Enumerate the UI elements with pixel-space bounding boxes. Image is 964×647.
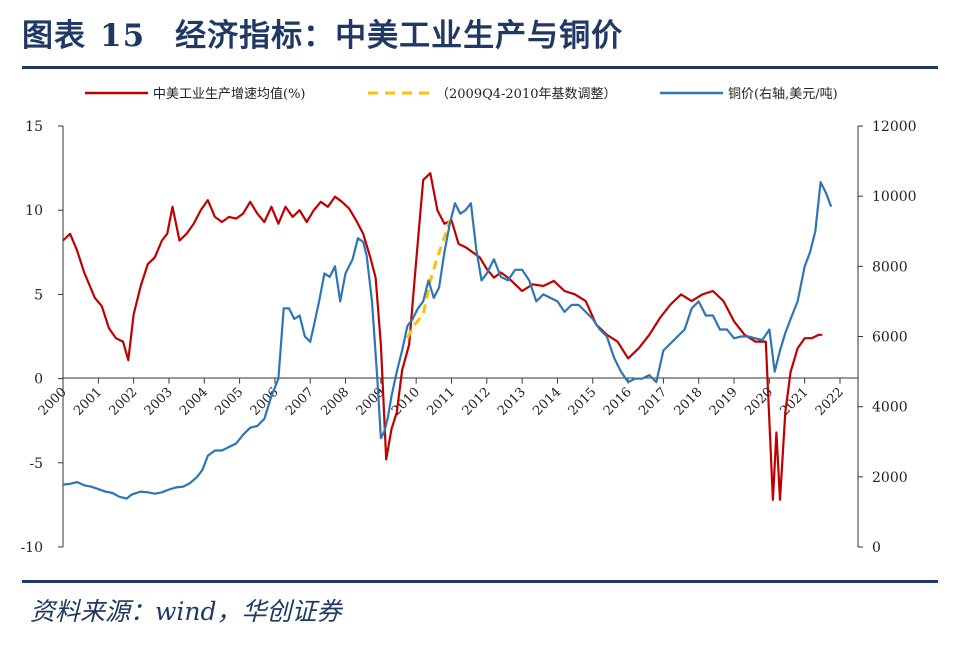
x-tick-label: 2002 <box>106 385 140 419</box>
right-tick-label: 6000 <box>872 330 908 346</box>
legend-label-copper: 铜价(右轴,美元/吨) <box>728 87 838 102</box>
right-tick-label: 2000 <box>872 470 908 486</box>
left-tick-label: -5 <box>29 456 43 472</box>
right-tick-label: 0 <box>872 540 881 556</box>
legend-label-adjustment: （2009Q4-2010年基数调整） <box>436 87 617 102</box>
x-tick-label: 2016 <box>601 385 635 419</box>
x-tick-label: 2004 <box>177 385 211 419</box>
source-note: 资料来源：wind，华创证券 <box>30 597 342 626</box>
x-tick-label: 2019 <box>707 385 741 419</box>
copper-price-line <box>62 181 833 500</box>
title-number: 15 <box>100 18 146 54</box>
x-tick-label: 2020 <box>742 385 776 419</box>
left-tick-label: 0 <box>34 372 43 388</box>
base-adjustment-line <box>406 219 452 339</box>
x-tick-label: 2005 <box>212 385 246 419</box>
x-tick-label: 2014 <box>530 385 564 419</box>
x-tick-label: 2011 <box>424 385 458 419</box>
x-tick-label: 2022 <box>813 385 847 419</box>
right-tick-label: 8000 <box>872 259 908 275</box>
x-tick-label: 2006 <box>248 385 282 419</box>
legend-label-ip: 中美工业生产增速均值(%) <box>153 86 306 102</box>
x-tick-label: 2017 <box>636 385 670 419</box>
x-tick-label: 2015 <box>566 385 600 419</box>
x-tick-label: 2021 <box>778 385 812 419</box>
x-tick-label: 2001 <box>71 385 105 419</box>
chart-title: 图表 15 经济指标：中美工业生产与铜价 <box>22 10 623 55</box>
left-tick-label: 10 <box>25 203 43 219</box>
x-tick-label: 2003 <box>142 385 176 419</box>
x-tick-label: 2008 <box>318 385 352 419</box>
title-prefix: 图表 <box>22 18 86 54</box>
left-tick-label: -10 <box>20 540 43 556</box>
x-tick-label: 2000 <box>36 385 70 419</box>
right-tick-label: 10000 <box>872 189 917 205</box>
chart: 中美工业生产增速均值(%) （2009Q4-2010年基数调整） 铜价(右轴,美… <box>20 86 917 556</box>
x-tick-label: 2018 <box>672 385 706 419</box>
right-tick-label: 4000 <box>872 400 908 416</box>
x-tick-label: 2012 <box>460 385 494 419</box>
ip-growth-line <box>62 172 823 501</box>
x-tick-label: 2007 <box>283 385 317 419</box>
left-tick-label: 5 <box>34 287 43 303</box>
title-text: 经济指标：中美工业生产与铜价 <box>175 18 624 54</box>
top-divider <box>22 66 938 69</box>
x-tick-label: 2010 <box>389 385 423 419</box>
left-tick-label: 15 <box>25 119 43 135</box>
x-tick-label: 2013 <box>495 385 529 419</box>
right-tick-label: 12000 <box>872 119 917 135</box>
bottom-divider <box>22 580 938 583</box>
